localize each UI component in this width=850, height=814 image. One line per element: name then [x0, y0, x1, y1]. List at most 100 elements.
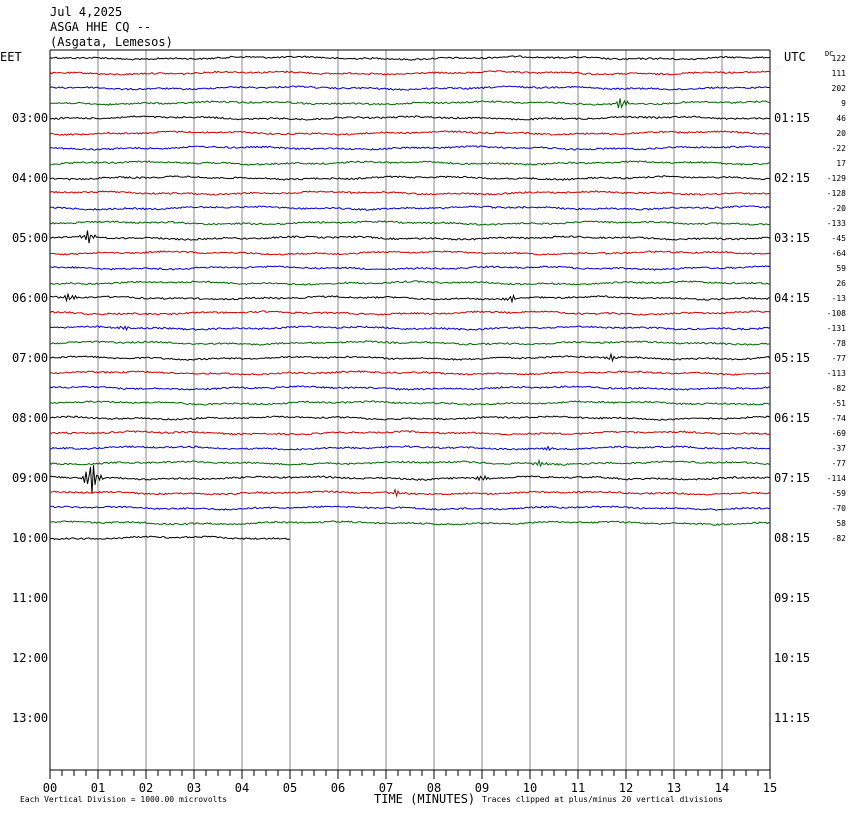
dc-offset-label: 20	[836, 129, 846, 138]
trace-row-4	[49, 115, 770, 121]
dc-offset-label: -114	[827, 474, 846, 483]
dc-offset-label: -113	[827, 369, 846, 378]
right-timezone-label: UTC	[784, 50, 806, 64]
dc-offset-label: -82	[832, 384, 847, 393]
time-grid	[49, 49, 771, 771]
dc-label: DC	[825, 50, 833, 58]
x-tick-label: 12	[619, 781, 633, 795]
right-hour-label: 05:15	[774, 351, 810, 365]
dc-offset-label: -128	[827, 189, 846, 198]
header-station: ASGA HHE CQ --	[50, 20, 152, 34]
dc-offset-label: -20	[832, 204, 847, 213]
right-hour-label: 04:15	[774, 291, 810, 305]
dc-offset-label: 46	[836, 114, 846, 123]
dc-offset-label: 111	[832, 69, 847, 78]
axis-labels: 03:00 04:00 05:00 06:00 07:00 08:00 09:00 10:00…	[12, 54, 846, 725]
x-tick-label: 15	[763, 781, 777, 795]
trace-row-7	[49, 160, 771, 166]
x-tick-label: 11	[571, 781, 585, 795]
header-date: Jul 4,2025	[50, 5, 123, 19]
dc-offset-label: -13	[832, 294, 847, 303]
trace-row-0	[49, 55, 771, 61]
trace-row-5	[49, 130, 771, 136]
x-tick-label: 02	[139, 781, 153, 795]
trace-row-32	[49, 535, 291, 541]
dc-offset-label: -77	[832, 354, 847, 363]
trace-row-31	[49, 520, 771, 526]
right-hour-label: 07:15	[774, 471, 810, 485]
trace-row-14	[49, 265, 771, 271]
trace-row-2	[49, 85, 771, 91]
trace-row-30	[49, 505, 771, 511]
x-tick-label: 10	[523, 781, 537, 795]
dc-offset-label: 122	[832, 54, 847, 63]
left-hour-label: 10:00	[12, 531, 48, 545]
left-hour-label: 07:00	[12, 351, 48, 365]
right-hour-label: 09:15	[774, 591, 810, 605]
right-hour-label: 06:15	[774, 411, 810, 425]
x-tick-label: 01	[91, 781, 105, 795]
dc-offset-label: 26	[836, 279, 846, 288]
trace-row-24	[49, 415, 771, 421]
right-hour-label: 02:15	[774, 171, 810, 185]
dc-offset-label: -108	[827, 309, 846, 318]
left-hour-label: 04:00	[12, 171, 48, 185]
left-hour-label: 09:00	[12, 471, 48, 485]
left-hour-label: 12:00	[12, 651, 48, 665]
dc-offset-label: -133	[827, 219, 846, 228]
trace-row-27	[49, 458, 771, 468]
trace-group	[49, 55, 771, 541]
trace-row-9	[49, 190, 771, 196]
trace-row-19	[50, 340, 770, 346]
right-hour-label: 11:15	[774, 711, 810, 725]
x-tick-label: 09	[475, 781, 489, 795]
dc-offset-label: -45	[832, 234, 847, 243]
x-tick-label: 06	[331, 781, 345, 795]
trace-row-15	[49, 280, 771, 286]
dc-offset-label: -22	[832, 144, 847, 153]
right-hour-label: 01:15	[774, 111, 810, 125]
right-hour-label: 10:15	[774, 651, 810, 665]
trace-row-21	[49, 370, 771, 376]
x-tick-label: 05	[283, 781, 297, 795]
trace-row-29	[50, 488, 771, 498]
dc-offset-label: 9	[841, 99, 846, 108]
x-tick-label: 08	[427, 781, 441, 795]
scale-note: Each Vertical Division = 1000.00 microvo…	[20, 795, 227, 804]
left-hour-label: 13:00	[12, 711, 48, 725]
trace-row-13	[49, 250, 771, 256]
header-location: (Asgata, Lemesos)	[50, 35, 173, 49]
right-hour-label: 03:15	[774, 231, 810, 245]
trace-row-1	[49, 70, 771, 76]
dc-offset-label: 58	[836, 519, 846, 528]
trace-row-18	[49, 325, 771, 332]
trace-row-8	[49, 175, 771, 181]
trace-row-20	[49, 352, 771, 363]
x-tick-label: 00	[43, 781, 57, 795]
dc-offset-label: -70	[832, 504, 847, 513]
clip-note: Traces clipped at plus/minus 20 vertical…	[482, 795, 723, 804]
dc-offset-label: -69	[832, 429, 847, 438]
x-tick-label: 03	[187, 781, 201, 795]
left-hour-label: 11:00	[12, 591, 48, 605]
dc-offset-label: -59	[832, 489, 847, 498]
dc-offset-label: -82	[832, 534, 847, 543]
x-axis-label: TIME (MINUTES)	[374, 792, 475, 806]
dc-offset-label: -78	[832, 339, 847, 348]
trace-row-23	[49, 400, 771, 406]
trace-row-22	[49, 385, 771, 391]
dc-offset-label: -131	[827, 324, 846, 333]
trace-row-3	[49, 98, 771, 109]
dc-offset-label: -77	[832, 459, 847, 468]
left-hour-label: 06:00	[12, 291, 48, 305]
right-hour-label: 08:15	[774, 531, 810, 545]
trace-row-26	[49, 445, 771, 451]
trace-row-12	[49, 230, 771, 244]
dc-offset-label: -64	[832, 249, 847, 258]
dc-offset-label: 202	[832, 84, 847, 93]
trace-row-6	[50, 145, 771, 151]
dc-offset-label: -129	[827, 174, 846, 183]
dc-offset-label: -37	[832, 444, 847, 453]
trace-row-28	[49, 464, 771, 494]
